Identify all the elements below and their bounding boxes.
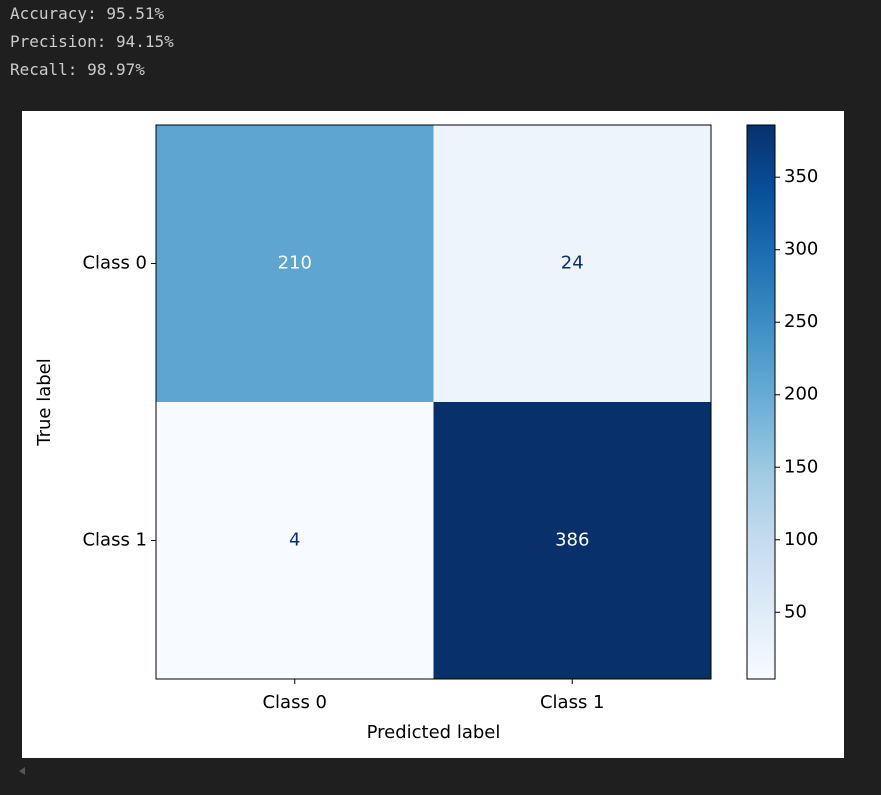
colorbar-tick-label: 350 (784, 166, 818, 187)
cell (433, 125, 711, 402)
y-axis-label: True label (34, 358, 55, 447)
output-line: Accuracy: 95.51% (10, 4, 165, 23)
output-line: Precision: 94.15% (10, 32, 174, 51)
cell-label: 24 (561, 253, 584, 274)
colorbar-tick-label: 300 (784, 239, 818, 260)
cell (156, 402, 434, 679)
colorbar (746, 124, 776, 680)
colorbar-tick-label: 250 (784, 311, 818, 332)
colorbar-tick-label: 50 (784, 601, 807, 622)
colorbar-tick-label: 100 (784, 529, 818, 550)
x-tick-label: Class 1 (540, 692, 605, 713)
y-tick-label: Class 0 (82, 253, 147, 274)
output-line: Recall: 98.97% (10, 60, 145, 79)
cell-label: 386 (555, 530, 589, 551)
colorbar-tick-label: 200 (784, 384, 818, 405)
x-axis-label: Predicted label (367, 722, 501, 743)
cell-label: 210 (278, 253, 312, 274)
x-tick-label: Class 0 (262, 692, 327, 713)
y-tick-label: Class 1 (82, 530, 147, 551)
cell-label: 4 (289, 530, 300, 551)
axes-frame (155, 124, 712, 680)
cell (433, 402, 711, 679)
scroll-arrow[interactable] (19, 767, 25, 775)
cell (156, 125, 434, 402)
colorbar-tick-label: 150 (784, 456, 818, 477)
